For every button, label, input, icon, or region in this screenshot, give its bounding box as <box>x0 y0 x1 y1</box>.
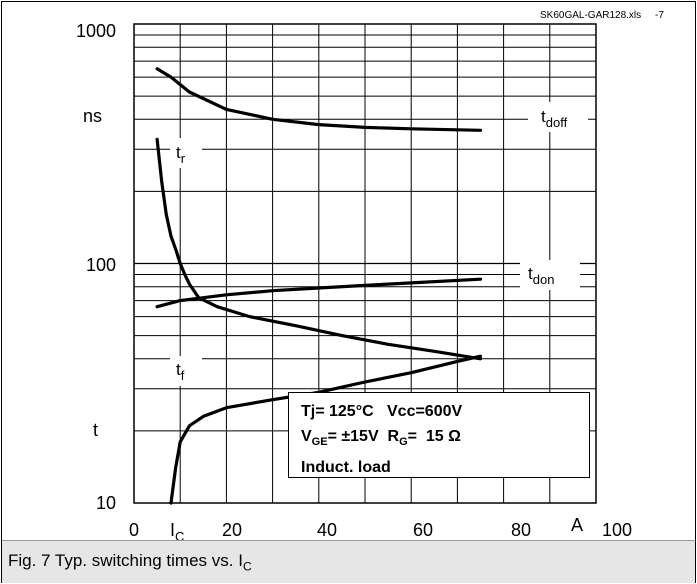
plot-border <box>133 23 597 504</box>
series-label-tdoff: tdoff <box>541 107 568 130</box>
y-variable-label: t <box>93 420 98 440</box>
series-line-t-r <box>155 137 483 361</box>
series-label-tr: tr <box>176 143 186 166</box>
conditions-line-1: Tj= 125°C Vcc=600V <box>301 403 463 420</box>
series-label-tdon: tdon <box>528 264 554 287</box>
figure-caption: Fig. 7 Typ. switching times vs. IC <box>8 551 252 574</box>
series-line-t-don <box>155 277 483 309</box>
source-label: SK60GAL-GAR128.xls -7 <box>540 10 664 21</box>
x-axis-label: IC <box>170 520 184 544</box>
y-tick-100: 100 <box>86 255 116 275</box>
x-tick-0: 0 <box>129 520 139 540</box>
series-label-tf: tf <box>176 360 185 383</box>
x-unit-label: A <box>571 515 583 535</box>
series-line-t-doff <box>155 67 483 132</box>
label-bg-tf <box>170 356 202 386</box>
x-tick-60: 60 <box>413 520 433 540</box>
series-line-t-f <box>169 354 483 505</box>
conditions-line-3: Induct. load <box>301 459 391 477</box>
x-tick-40: 40 <box>317 520 337 540</box>
label-bg-tdoff <box>528 102 588 132</box>
x-tick-80: 80 <box>511 520 531 540</box>
label-bg-tr <box>170 138 202 168</box>
y-tick-10: 10 <box>96 493 116 513</box>
caption-bar <box>2 540 695 583</box>
y-unit-label: ns <box>83 106 102 126</box>
conditions-line-2: VGE= ±15V RG= 15 Ω <box>301 428 461 449</box>
x-tick-20: 20 <box>222 520 242 540</box>
label-bg-tdon <box>520 260 580 290</box>
conditions-box: Tj= 125°C Vcc=600V VGE= ±15V RG= 15 Ω In… <box>288 392 590 478</box>
x-tick-100: 100 <box>602 520 632 540</box>
y-tick-1000: 1000 <box>76 21 116 41</box>
series-layer <box>155 67 483 505</box>
